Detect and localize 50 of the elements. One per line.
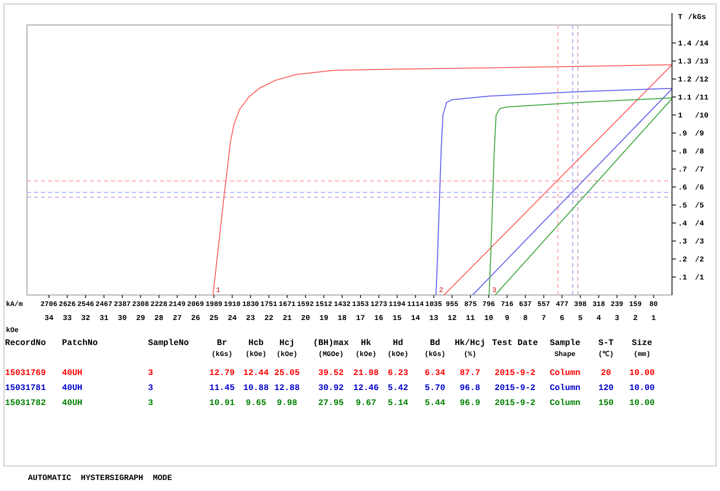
text: 39.52 — [318, 368, 344, 378]
text: 150 — [598, 398, 614, 408]
text: 30.92 — [318, 383, 344, 393]
text: 96.8 — [460, 383, 480, 393]
category-label: RecordNo — [5, 338, 46, 348]
text: 10.91 — [209, 398, 235, 408]
text: 15031781 — [5, 383, 46, 393]
text: 10.00 — [629, 368, 655, 378]
text: 9.98 — [276, 398, 298, 408]
text: 6.23 — [388, 368, 408, 378]
text: 10.00 — [629, 383, 655, 393]
text: 5.70 — [424, 383, 446, 393]
text: 12.79 — [209, 368, 235, 378]
text: 5.42 — [388, 383, 408, 393]
text: 21.98 — [353, 368, 379, 378]
text: Column — [550, 383, 580, 393]
text: 15031769 — [5, 368, 46, 378]
text: Column — [550, 398, 580, 408]
text: 5.14 — [388, 398, 408, 408]
text: 11.45 — [209, 383, 235, 393]
text: 3 — [148, 368, 154, 378]
text: 25.05 — [274, 368, 300, 378]
text: 2015-9-2 — [494, 398, 536, 408]
text: 87.7 — [460, 368, 480, 378]
text: 2015-9-2 — [494, 383, 536, 393]
text: 40UH — [62, 398, 82, 408]
text: 40UH — [62, 368, 82, 378]
text: 3 — [148, 383, 154, 393]
text: 5.44 — [424, 398, 446, 408]
category-label: Test Date — [492, 338, 538, 348]
text: 10.00 — [629, 398, 655, 408]
category-label: SampleNo — [148, 338, 189, 348]
text: AUTOMATIC HYSTERSIGRAPH MODE — [28, 474, 172, 483]
text: 3 — [148, 398, 154, 408]
text: 20 — [600, 368, 612, 378]
text: 15031782 — [5, 398, 46, 408]
text: 120 — [598, 383, 614, 393]
text: 96.9 — [460, 398, 480, 408]
text: 6.34 — [424, 368, 446, 378]
text: 2015-9-2 — [494, 368, 536, 378]
text: 9.65 — [246, 398, 266, 408]
text: 12.44 — [243, 368, 269, 378]
category-label: PatchNo — [62, 338, 98, 348]
text: 9.67 — [356, 398, 376, 408]
text: 40UH — [62, 383, 82, 393]
text: 10.88 — [243, 383, 269, 393]
text: Column — [550, 368, 580, 378]
text: 27.95 — [318, 398, 344, 408]
text: 12.88 — [274, 383, 300, 393]
text: 12.46 — [353, 383, 379, 393]
